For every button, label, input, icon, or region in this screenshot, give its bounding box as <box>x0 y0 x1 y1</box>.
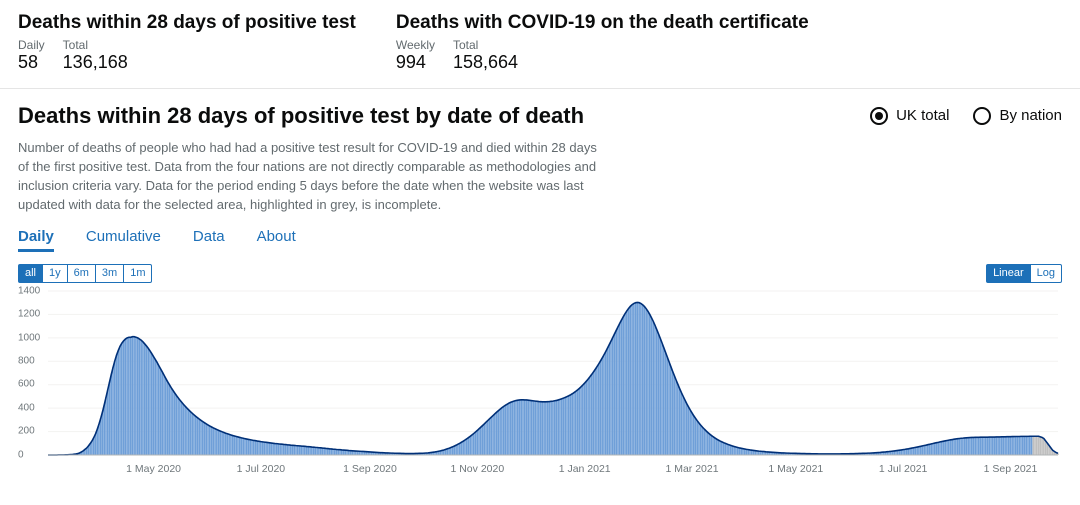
stat-sub: Total136,168 <box>63 38 128 74</box>
stat-sub-label: Total <box>453 38 518 52</box>
radio-icon <box>870 107 888 125</box>
x-tick-label: 1 Sep 2021 <box>984 463 1038 475</box>
stat-block: Deaths within 28 days of positive test Da… <box>18 12 356 74</box>
x-tick-label: 1 Nov 2020 <box>450 463 504 475</box>
x-tick-label: 1 Mar 2021 <box>665 463 718 475</box>
radio-label: By nation <box>999 107 1062 124</box>
y-tick-label: 1000 <box>18 332 46 343</box>
y-tick-label: 1400 <box>18 285 46 296</box>
scale-button-linear[interactable]: Linear <box>986 264 1031 282</box>
stat-sub: Total158,664 <box>453 38 518 74</box>
tab-daily[interactable]: Daily <box>18 228 54 252</box>
time-range-button-3m[interactable]: 3m <box>95 264 124 282</box>
time-range-button-all[interactable]: all <box>18 264 43 282</box>
y-tick-label: 0 <box>18 449 46 460</box>
x-tick-label: 1 May 2021 <box>768 463 823 475</box>
x-tick-label: 1 Jan 2021 <box>559 463 611 475</box>
stat-sub-value: 158,664 <box>453 52 518 74</box>
scale-buttons: LinearLog <box>986 264 1062 282</box>
time-range-button-1m[interactable]: 1m <box>123 264 152 282</box>
radio-label: UK total <box>896 107 949 124</box>
y-tick-label: 200 <box>18 426 46 437</box>
x-tick-label: 1 Sep 2020 <box>343 463 397 475</box>
stat-sub-row: Daily58 Total136,168 <box>18 38 356 74</box>
time-range-button-1y[interactable]: 1y <box>42 264 68 282</box>
main-section: Deaths within 28 days of positive test b… <box>0 89 1080 483</box>
stat-sub-value: 994 <box>396 52 435 74</box>
stat-sub-label: Weekly <box>396 38 435 52</box>
stat-title: Deaths with COVID-19 on the death certif… <box>396 12 809 34</box>
time-range-buttons: all1y6m3m1m <box>18 264 152 282</box>
x-tick-label: 1 Jul 2020 <box>237 463 285 475</box>
chart-svg <box>18 285 1062 475</box>
radio-icon <box>973 107 991 125</box>
tab-data[interactable]: Data <box>193 228 225 252</box>
stat-sub: Weekly994 <box>396 38 435 74</box>
main-title: Deaths within 28 days of positive test b… <box>18 103 584 129</box>
stat-sub-value: 58 <box>18 52 45 74</box>
stat-sub-label: Total <box>63 38 128 52</box>
main-header: Deaths within 28 days of positive test b… <box>18 103 1062 139</box>
stat-title: Deaths within 28 days of positive test <box>18 12 356 34</box>
y-tick-label: 400 <box>18 402 46 413</box>
chart-controls: all1y6m3m1m LinearLog <box>18 264 1062 282</box>
time-range-button-6m[interactable]: 6m <box>67 264 96 282</box>
stat-sub: Daily58 <box>18 38 45 74</box>
tab-bar: Daily Cumulative Data About <box>18 228 1062 252</box>
scale-button-log[interactable]: Log <box>1030 264 1062 282</box>
tab-cumulative[interactable]: Cumulative <box>86 228 161 252</box>
stat-block: Deaths with COVID-19 on the death certif… <box>396 12 809 74</box>
radio-uk-total[interactable]: UK total <box>870 107 949 125</box>
x-tick-label: 1 May 2020 <box>126 463 181 475</box>
top-stats-row: Deaths within 28 days of positive test Da… <box>0 0 1080 89</box>
stat-sub-row: Weekly994 Total158,664 <box>396 38 809 74</box>
y-tick-label: 1200 <box>18 309 46 320</box>
view-radio-group: UK total By nation <box>870 103 1062 125</box>
chart: 0 200 400 600 800 1000 1200 1400 1 May 2020 1 Jul… <box>18 285 1062 475</box>
x-tick-label: 1 Jul 2021 <box>879 463 927 475</box>
tab-about[interactable]: About <box>257 228 296 252</box>
y-tick-label: 600 <box>18 379 46 390</box>
stat-sub-label: Daily <box>18 38 45 52</box>
main-description: Number of deaths of people who had had a… <box>18 139 608 214</box>
radio-by-nation[interactable]: By nation <box>973 107 1062 125</box>
y-tick-label: 800 <box>18 355 46 366</box>
stat-sub-value: 136,168 <box>63 52 128 74</box>
